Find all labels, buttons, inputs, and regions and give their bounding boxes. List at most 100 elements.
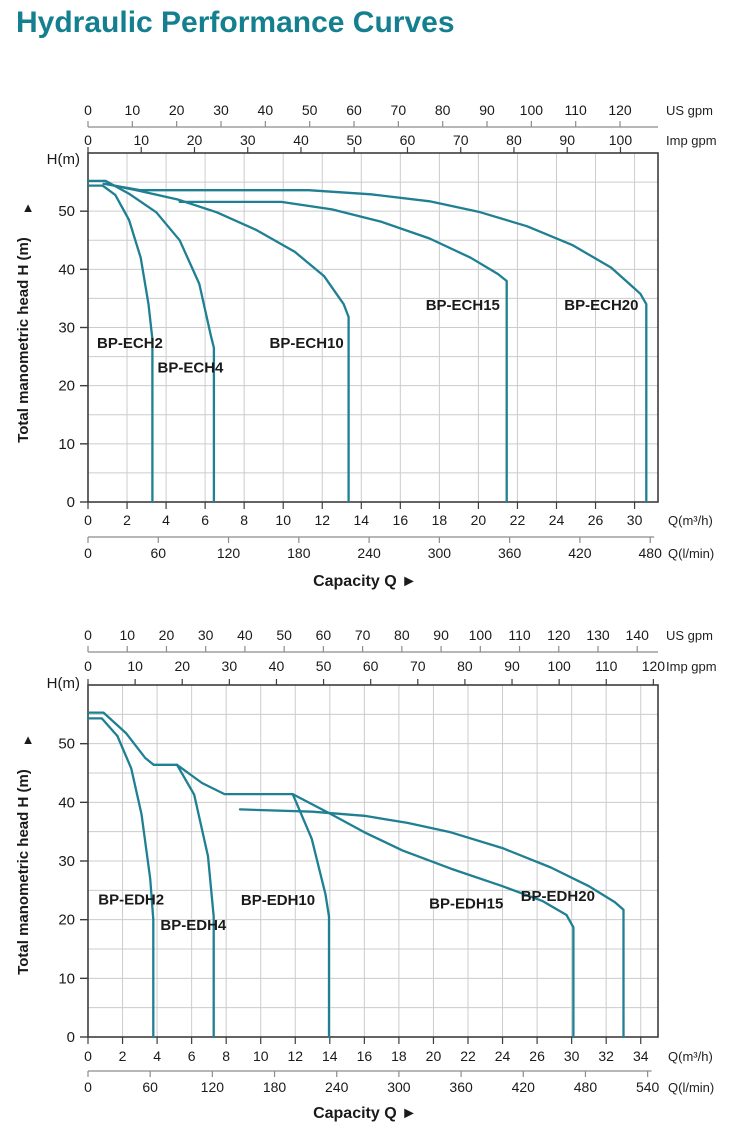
svg-text:60: 60 bbox=[400, 132, 416, 148]
svg-text:50: 50 bbox=[58, 203, 75, 220]
svg-text:40: 40 bbox=[293, 132, 309, 148]
svg-text:10: 10 bbox=[275, 512, 291, 528]
curve-BP-ECH20 bbox=[102, 182, 648, 504]
curve-BP-ECH10 bbox=[104, 182, 350, 504]
x-axis-imp-gpm: 0 10 20 30 40 50 60 70 80 90 100 110 120 Imp gpm bbox=[84, 658, 717, 685]
x-axis-us-gpm: 0 10 20 30 40 50 60 70 80 90 100 110 120 130 140 US gpm bbox=[84, 627, 713, 653]
svg-text:26: 26 bbox=[529, 1048, 545, 1064]
svg-text:30: 30 bbox=[213, 102, 229, 118]
svg-text:22: 22 bbox=[460, 1048, 476, 1064]
svg-text:18: 18 bbox=[391, 1048, 407, 1064]
svg-text:540: 540 bbox=[636, 1079, 660, 1095]
svg-text:20: 20 bbox=[187, 132, 203, 148]
y-axis-corner-label: H(m) bbox=[47, 151, 80, 168]
svg-text:60: 60 bbox=[363, 658, 379, 674]
svg-text:8: 8 bbox=[222, 1048, 230, 1064]
svg-text:0: 0 bbox=[67, 494, 75, 511]
capacity-axis-title: Capacity Q ► bbox=[313, 1105, 417, 1122]
y-axis-title: Total manometric head H (m) bbox=[15, 769, 32, 975]
curve-label-BP-ECH20: BP-ECH20 bbox=[564, 297, 638, 314]
svg-text:0: 0 bbox=[84, 658, 92, 674]
svg-text:20: 20 bbox=[58, 378, 75, 395]
svg-text:2: 2 bbox=[119, 1048, 127, 1064]
svg-text:30: 30 bbox=[58, 320, 75, 337]
svg-text:30: 30 bbox=[627, 512, 643, 528]
svg-text:30: 30 bbox=[222, 658, 238, 674]
svg-text:20: 20 bbox=[426, 1048, 442, 1064]
svg-text:34: 34 bbox=[633, 1048, 649, 1064]
lmin-unit-label: Q(l/min) bbox=[668, 1080, 714, 1095]
svg-text:30: 30 bbox=[240, 132, 256, 148]
svg-text:40: 40 bbox=[258, 102, 274, 118]
svg-text:10: 10 bbox=[133, 132, 149, 148]
svg-text:80: 80 bbox=[457, 658, 473, 674]
capacity-axis-title: Capacity Q ► bbox=[313, 573, 417, 590]
svg-text:110: 110 bbox=[565, 102, 588, 118]
svg-text:50: 50 bbox=[302, 102, 318, 118]
svg-text:16: 16 bbox=[393, 512, 409, 528]
svg-text:100: 100 bbox=[520, 102, 544, 118]
svg-text:110: 110 bbox=[508, 627, 531, 643]
svg-text:60: 60 bbox=[150, 545, 166, 561]
svg-text:360: 360 bbox=[498, 545, 522, 561]
svg-text:300: 300 bbox=[387, 1079, 411, 1095]
svg-text:16: 16 bbox=[357, 1048, 373, 1064]
svg-text:0: 0 bbox=[84, 545, 92, 561]
svg-text:26: 26 bbox=[588, 512, 604, 528]
svg-text:0: 0 bbox=[67, 1029, 75, 1046]
y-axis-arrow-icon: ▲ bbox=[22, 200, 35, 215]
svg-text:120: 120 bbox=[608, 102, 632, 118]
svg-text:20: 20 bbox=[174, 658, 190, 674]
svg-text:60: 60 bbox=[142, 1079, 158, 1095]
y-axis: 0 10 20 30 40 50 H(m) ▲ Total manometric head H … bbox=[15, 151, 88, 511]
curve-BP-EDH2 bbox=[86, 717, 155, 1039]
plot-grid bbox=[88, 685, 658, 1037]
svg-text:480: 480 bbox=[639, 545, 663, 561]
svg-text:140: 140 bbox=[626, 627, 650, 643]
svg-text:50: 50 bbox=[316, 658, 332, 674]
svg-text:32: 32 bbox=[598, 1048, 614, 1064]
svg-text:14: 14 bbox=[353, 512, 369, 528]
svg-text:40: 40 bbox=[58, 261, 75, 278]
svg-text:110: 110 bbox=[595, 658, 618, 674]
svg-text:10: 10 bbox=[119, 627, 135, 643]
imp-gpm-unit-label: Imp gpm bbox=[666, 133, 717, 148]
svg-text:50: 50 bbox=[276, 627, 292, 643]
svg-text:6: 6 bbox=[201, 512, 209, 528]
curve-label-BP-EDH4: BP-EDH4 bbox=[160, 917, 227, 934]
svg-text:70: 70 bbox=[355, 627, 371, 643]
y-axis: 0 10 20 30 40 50 H(m) ▲ Total manometric head H … bbox=[15, 675, 88, 1046]
m3h-unit-label: Q(m³/h) bbox=[668, 1049, 713, 1064]
y-axis-corner-label: H(m) bbox=[47, 675, 80, 692]
svg-text:20: 20 bbox=[471, 512, 487, 528]
svg-text:90: 90 bbox=[504, 658, 520, 674]
svg-text:10: 10 bbox=[125, 102, 141, 118]
svg-text:4: 4 bbox=[153, 1048, 161, 1064]
curve-BP-ECH2 bbox=[86, 184, 154, 504]
svg-text:70: 70 bbox=[391, 102, 407, 118]
svg-text:40: 40 bbox=[269, 658, 285, 674]
svg-text:4: 4 bbox=[162, 512, 170, 528]
svg-text:240: 240 bbox=[325, 1079, 349, 1095]
us-gpm-unit-label: US gpm bbox=[666, 103, 713, 118]
svg-text:20: 20 bbox=[58, 912, 75, 929]
svg-text:0: 0 bbox=[84, 102, 92, 118]
svg-text:10: 10 bbox=[58, 436, 75, 453]
svg-text:0: 0 bbox=[84, 132, 92, 148]
svg-text:22: 22 bbox=[510, 512, 526, 528]
svg-text:60: 60 bbox=[346, 102, 362, 118]
curve-label-BP-EDH2: BP-EDH2 bbox=[98, 891, 164, 908]
svg-text:10: 10 bbox=[253, 1048, 269, 1064]
performance-chart-2: 0 10 20 30 40 50 60 70 80 90 100 110 120 130 140 US gpm… bbox=[15, 627, 717, 1122]
svg-text:12: 12 bbox=[287, 1048, 303, 1064]
svg-text:130: 130 bbox=[586, 627, 610, 643]
curve-label-BP-ECH10: BP-ECH10 bbox=[270, 335, 344, 352]
svg-text:480: 480 bbox=[574, 1079, 598, 1095]
svg-text:2: 2 bbox=[123, 512, 131, 528]
svg-text:24: 24 bbox=[549, 512, 565, 528]
curve-BP-EDH4 bbox=[86, 711, 215, 1039]
x-axis-lmin: 0 60 120 180 240 300 360 420 480 Q(l/min) bbox=[84, 536, 714, 561]
x-axis-m3h: 0 2 4 6 8 10 12 14 16 18 20 22 24 26 30 32 34 Q(m³/h) bbox=[84, 1037, 713, 1064]
